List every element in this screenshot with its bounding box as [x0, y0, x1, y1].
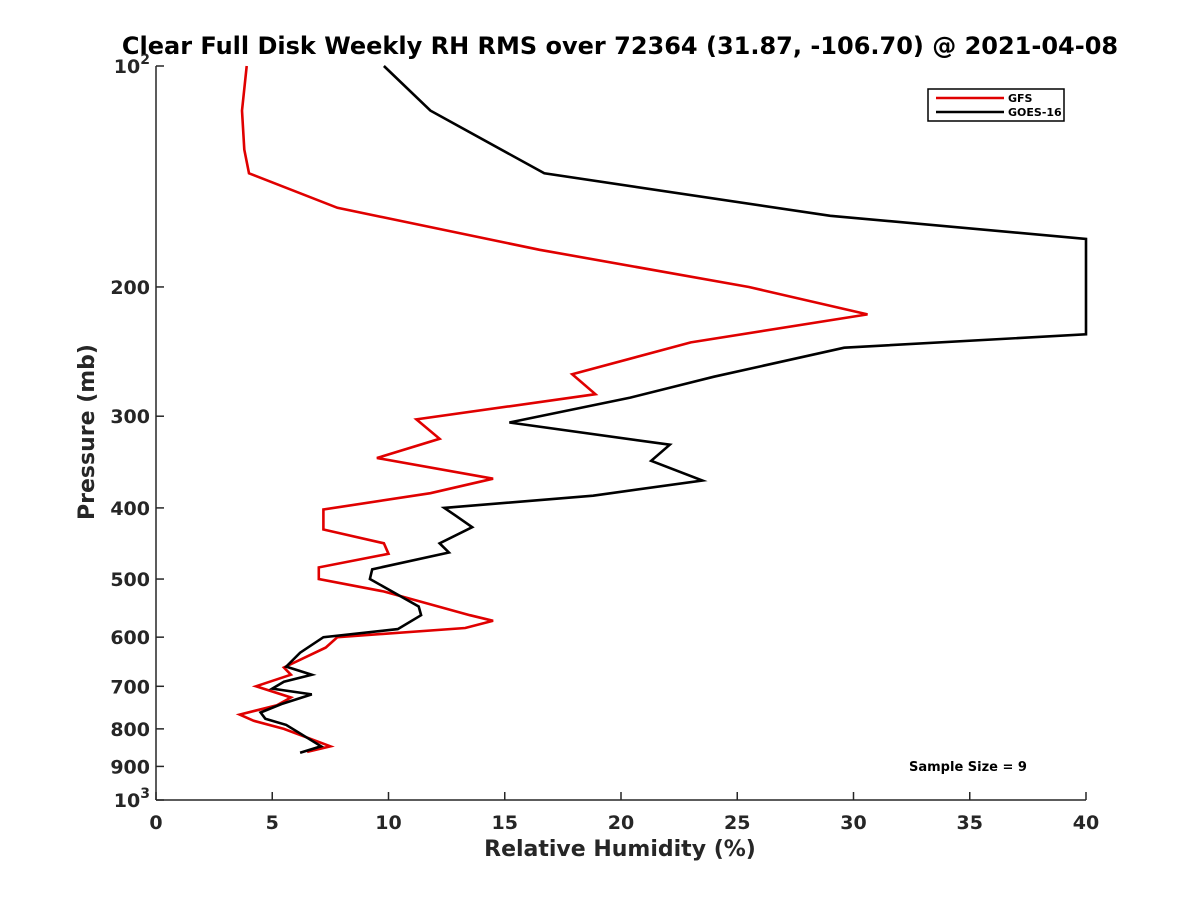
x-tick-label: 5 [266, 812, 279, 834]
x-tick-label: 25 [724, 812, 750, 834]
x-tick-label: 40 [1073, 812, 1099, 834]
y-tick-label: 800 [110, 719, 150, 741]
y-tick-label: 200 [110, 277, 150, 299]
tick-marks-and-labels: 0 5 10 15 20 25 30 35 40 102 200 300 400 500 600 700 800… [110, 52, 1099, 834]
y-axis-label: Pressure (mb) [75, 344, 100, 520]
y-tick-label: 900 [110, 756, 150, 778]
series-line-gfs [235, 65, 868, 754]
x-tick-label: 30 [840, 812, 866, 834]
y-tick-label: 102 [114, 52, 150, 78]
y-tick-label: 700 [110, 676, 150, 698]
x-tick-label: 35 [957, 812, 983, 834]
y-tick-label: 400 [110, 498, 150, 520]
series-line-goes-16 [258, 65, 1088, 754]
y-tick-label: 300 [110, 406, 150, 428]
chart-title: Clear Full Disk Weekly RH RMS over 72364… [122, 32, 1118, 60]
legend-box [927, 88, 1065, 122]
data-lines [235, 65, 1088, 754]
legend-label-goes16: GOES-16 [1008, 106, 1062, 119]
x-tick-label: 20 [608, 812, 634, 834]
y-tick-label: 600 [110, 627, 150, 649]
x-tick-label: 15 [492, 812, 518, 834]
sample-size-annotation: Sample Size = 9 [909, 760, 1027, 775]
x-axis-label: Relative Humidity (%) [484, 837, 756, 862]
y-tick-label: 500 [110, 569, 150, 591]
legend: GFS GOES-16 [927, 88, 1065, 122]
legend-label-gfs: GFS [1008, 92, 1033, 105]
x-tick-label: 0 [149, 812, 162, 834]
x-tick-label: 10 [375, 812, 401, 834]
y-tick-label: 103 [114, 786, 150, 812]
